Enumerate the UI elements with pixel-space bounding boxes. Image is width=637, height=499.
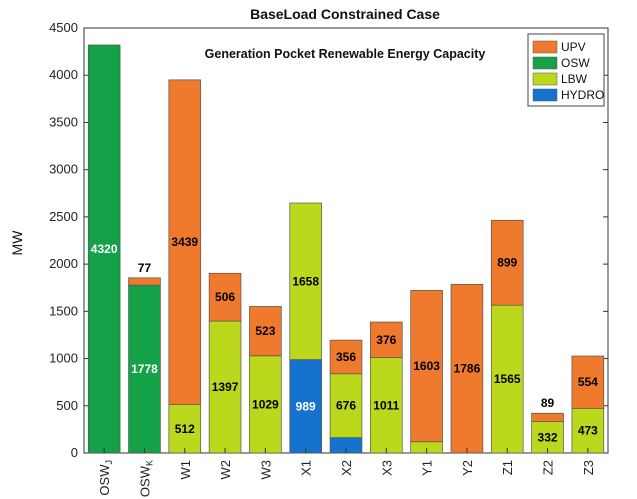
data-label: 506: [215, 290, 235, 304]
x-tick-label: X2: [339, 460, 354, 476]
chart-subtitle: Generation Pocket Renewable Energy Capac…: [205, 47, 486, 61]
y-tick-label: 1000: [49, 351, 78, 366]
data-label: 473: [578, 424, 598, 438]
bar-upv-y2: [450, 283, 484, 454]
bar-lbw-w3: [249, 355, 282, 454]
bar-upv-x3: [370, 321, 403, 358]
data-label: 356: [336, 350, 356, 364]
x-tick-label-main: OSW: [137, 465, 152, 497]
data-label: 1778: [131, 362, 158, 376]
y-axis-label: MW: [9, 230, 25, 256]
data-label: 676: [336, 399, 356, 413]
data-label: 1397: [212, 380, 239, 394]
data-label: 89: [541, 396, 555, 410]
bar-upv-w1: [168, 79, 202, 405]
bar-upv-y1: [410, 290, 443, 443]
x-tick-label: Z2: [541, 460, 556, 475]
y-tick-label: 4000: [49, 67, 78, 82]
data-label: 1786: [454, 362, 481, 376]
data-label: 989: [296, 399, 316, 413]
chart-title: BaseLoad Constrained Case: [250, 6, 440, 22]
data-label: 1603: [413, 359, 440, 373]
data-label: 1658: [292, 274, 319, 288]
bar-upv-x2: [329, 339, 363, 375]
x-tick-label: W3: [258, 460, 273, 480]
x-tick-label-main: Y2: [460, 460, 475, 476]
x-tick-label-main: X1: [299, 460, 314, 476]
bar-lbw-x3: [370, 357, 403, 454]
data-label: 1029: [252, 397, 279, 411]
legend-label-lbw: LBW: [561, 72, 588, 86]
legend-swatch-osw: [532, 56, 558, 70]
x-tick-label-main: X3: [379, 460, 394, 476]
x-tick-label: Z1: [500, 460, 515, 475]
legend-swatch-upv: [532, 40, 558, 54]
x-tick-label-main: W2: [218, 460, 233, 480]
legend-label-osw: OSW: [561, 56, 590, 70]
bar-upv-z2: [531, 412, 564, 422]
legend-swatch-lbw: [532, 72, 558, 86]
x-tick-label: W2: [218, 460, 233, 480]
y-tick-label: 4500: [49, 20, 78, 35]
x-tick-label: Y1: [420, 460, 435, 476]
data-label: 523: [255, 324, 275, 338]
data-label: 3439: [171, 235, 198, 249]
x-tick-label-main: Z1: [500, 460, 515, 475]
bar-lbw-x1: [289, 202, 322, 360]
legend-label-upv: UPV: [561, 40, 586, 54]
bar-upv-z3: [571, 355, 605, 409]
bar-osw-oswj: [87, 44, 121, 454]
data-label: 554: [578, 375, 598, 389]
legend-swatch-hydro: [532, 88, 558, 102]
legend: UPV OSW LBW HYDRO: [527, 33, 605, 107]
bar-hydro-x1: [289, 359, 322, 454]
data-label: 4320: [91, 242, 118, 256]
y-tick-label: 2000: [49, 256, 78, 271]
x-tick-label-main: X2: [339, 460, 354, 476]
bar-upv-oswk: [128, 277, 161, 286]
legend-label-hydro: HYDRO: [561, 88, 604, 102]
x-tick-label: X1: [299, 460, 314, 476]
data-label: 77: [138, 261, 152, 275]
x-tick-label-sub: K: [144, 460, 154, 466]
x-tick-label-main: W3: [258, 460, 273, 480]
y-tick-label: 3000: [49, 162, 78, 177]
bar-lbw-x2: [329, 373, 363, 438]
data-label: 332: [538, 430, 558, 444]
plot-area: 0 500 1000 1500 2000 2500 3000 3500 4000 4500 4320…: [49, 20, 609, 497]
x-tick-label: OSWK: [137, 460, 154, 497]
x-tick-label-main: Z3: [581, 460, 596, 475]
data-label: 376: [376, 333, 396, 347]
bar-upv-w3: [249, 306, 282, 357]
bar-lbw-w1: [168, 404, 202, 454]
x-tick-label: Z3: [581, 460, 596, 475]
x-tick-label: Y2: [460, 460, 475, 476]
bar-upv-z1: [490, 219, 524, 306]
data-label: 1565: [494, 372, 521, 386]
x-tick-label-main: OSW: [97, 464, 112, 496]
y-tick-label: 1500: [49, 303, 78, 318]
bar-upv-w2: [208, 272, 242, 322]
x-tick-label-main: Z2: [541, 460, 556, 475]
x-tick-label: OSWJ: [97, 460, 114, 496]
bar-lbw-z1: [490, 304, 524, 454]
y-tick-label: 500: [56, 398, 78, 413]
data-label: 899: [497, 256, 517, 270]
y-tick-label: 2500: [49, 209, 78, 224]
data-label: 512: [175, 422, 195, 436]
x-tick-label-sub: J: [104, 460, 114, 465]
y-tick-label: 3500: [49, 114, 78, 129]
x-tick-label-main: Y1: [420, 460, 435, 476]
x-tick-label-main: W1: [178, 460, 193, 480]
y-tick-label: 0: [71, 445, 78, 460]
x-tick-label: W1: [178, 460, 193, 480]
x-tick-label: X3: [379, 460, 394, 476]
bar-lbw-z3: [571, 407, 605, 454]
data-label: 1011: [373, 398, 399, 412]
